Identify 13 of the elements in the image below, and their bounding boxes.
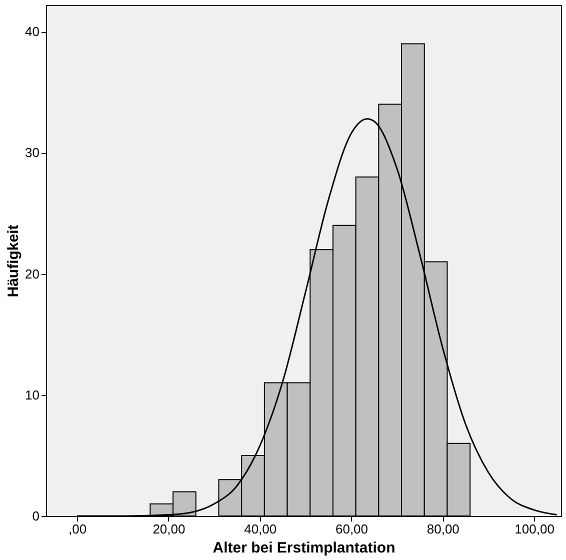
- x-tick-label: 60,00: [335, 522, 368, 536]
- y-axis-title: Häufigkeit: [5, 224, 22, 298]
- y-tick-label: 0: [32, 508, 40, 524]
- y-tick-label: 10: [25, 387, 40, 402]
- y-tick-label: 40: [25, 24, 40, 40]
- x-tick-label: 20,00: [152, 522, 186, 536]
- x-axis-title: Alter bei Erstimplantation: [212, 540, 396, 556]
- y-tick-label: 20: [25, 266, 40, 282]
- x-tick-label: 100,00: [514, 522, 554, 536]
- x-tick-label: 80,00: [426, 522, 460, 536]
- x-tick-label: 40,00: [244, 522, 277, 536]
- x-tick-label: ,00: [68, 522, 87, 536]
- y-tick-label: 30: [25, 145, 40, 160]
